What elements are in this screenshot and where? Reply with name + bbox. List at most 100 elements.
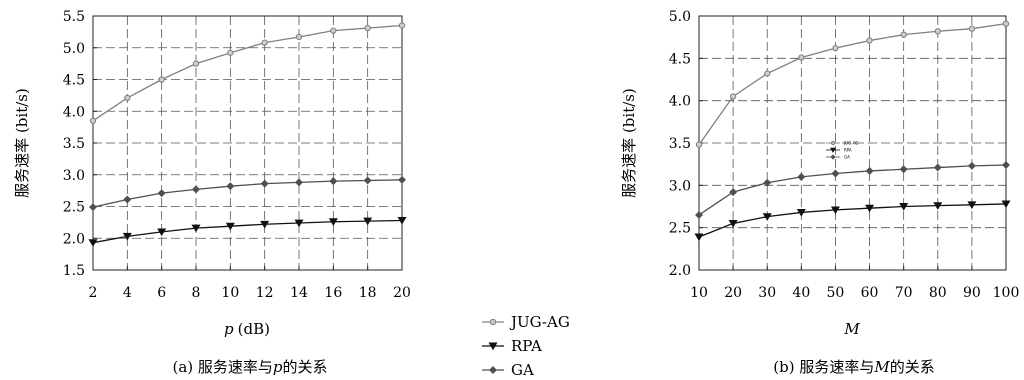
data-point-jug-ag [832, 45, 839, 52]
inset-legend-marker [830, 140, 836, 146]
data-point-ga [398, 175, 406, 184]
y-tick-label: 2.5 [669, 221, 691, 237]
x-tick-label: 14 [290, 285, 308, 301]
data-point-ga [89, 203, 97, 212]
data-point-rpa [796, 208, 806, 217]
x-tick-label: 2 [89, 285, 98, 301]
x-tick-label: 20 [393, 285, 411, 301]
y-axis-label: 服务速率 (bit/s) [620, 88, 638, 198]
data-point-rpa [1001, 200, 1011, 209]
data-point-rpa [328, 218, 338, 226]
data-point-jug-ag [330, 27, 337, 34]
x-tick-label: 40 [792, 285, 810, 301]
x-tick-label: 60 [861, 285, 879, 301]
data-point-rpa [225, 222, 235, 231]
y-tick-label: 4.0 [63, 104, 85, 120]
x-axis-label: M [843, 320, 860, 338]
data-point-jug-ag [158, 76, 165, 83]
x-axis-label: p (dB) [224, 320, 270, 338]
y-tick-label: 5.5 [63, 9, 85, 25]
data-point-jug-ag [227, 49, 234, 56]
data-point-ga [763, 178, 772, 187]
data-point-jug-ag [398, 22, 406, 29]
y-tick-label: 2.5 [63, 200, 85, 216]
data-point-ga [295, 178, 303, 187]
inset-legend-marker [830, 147, 836, 153]
inset-legend-label: RPA [844, 148, 852, 153]
data-point-rpa [122, 232, 132, 241]
series-line-rpa [698, 203, 1007, 238]
data-point-jug-ag [364, 24, 371, 32]
data-point-ga [933, 163, 942, 172]
x-tick-label: 80 [929, 285, 947, 301]
data-point-ga [831, 169, 840, 178]
y-tick-label: 3.5 [63, 136, 85, 152]
x-tick-label: 6 [157, 285, 166, 301]
chart-panel-1: 2 4 6 8 10 12 14 16 18 20 1.5 2.0 2.5 3.0 3.5 4.0 4.5 5.0… [13, 9, 411, 376]
data-point-rpa [694, 233, 704, 242]
y-tick-label: 2.0 [63, 231, 85, 247]
x-tick-label: 16 [324, 285, 342, 301]
data-point-jug-ag [695, 141, 703, 148]
series-line-rpa [92, 219, 403, 244]
data-point-jug-ag [798, 54, 805, 61]
data-point-rpa [967, 201, 977, 210]
caption-variable: p [273, 358, 283, 376]
legend-marker-diamond [489, 366, 497, 374]
y-tick-label: 4.5 [63, 73, 85, 89]
data-point-jug-ag [764, 70, 771, 77]
data-point-jug-ag [866, 37, 873, 44]
data-point-rpa [728, 219, 738, 228]
caption-prefix: (b) 服务速率与 [773, 358, 874, 376]
data-point-rpa [191, 224, 201, 233]
inset-legend-label: GA [844, 155, 850, 160]
x-tick-label: 8 [192, 285, 201, 301]
data-point-ga [329, 177, 338, 186]
x-axis-unit: (dB) [238, 320, 270, 338]
data-point-jug-ag [124, 94, 131, 102]
legend: JUG-AG RPA GA [482, 313, 570, 379]
legend-marker-circle [489, 318, 497, 326]
data-point-rpa [397, 217, 407, 225]
data-point-ga [192, 185, 200, 194]
data-point-jug-ag [261, 39, 268, 46]
y-axis-label: 服务速率 (bit/s) [13, 88, 31, 198]
data-point-jug-ag [89, 117, 97, 124]
data-point-ga [157, 189, 166, 198]
data-point-rpa [294, 219, 304, 228]
x-tick-label: 20 [724, 285, 742, 301]
x-tick-label: 10 [221, 285, 239, 301]
data-point-ga [123, 195, 132, 204]
y-tick-label: 3.0 [63, 168, 85, 184]
data-point-ga [865, 166, 874, 175]
inset-legend: JUG-AG RPA GA [826, 141, 858, 160]
data-point-rpa [363, 217, 373, 226]
y-tick-label: 3.5 [669, 136, 691, 152]
y-tick-label: 5.0 [63, 41, 85, 57]
data-point-jug-ag [900, 31, 907, 38]
x-tick-label: 18 [359, 285, 377, 301]
data-point-ga [363, 176, 372, 185]
y-tick-label: 5.0 [669, 9, 691, 25]
data-point-ga [260, 179, 269, 188]
x-axis-variable: p [224, 320, 234, 338]
legend-marker-triangle-down [488, 342, 498, 351]
data-point-rpa [762, 213, 772, 221]
x-tick-label: 100 [993, 285, 1020, 301]
data-point-ga [226, 182, 235, 191]
data-point-rpa [933, 202, 943, 210]
chart-panel-2: 10 20 30 40 50 60 70 80 90 100 2.0 2.5 3.0 3.5 4.0 4.5 5… [620, 9, 1019, 376]
data-point-rpa [260, 220, 270, 229]
data-point-rpa [830, 206, 840, 215]
data-point-rpa [88, 239, 98, 247]
caption-variable: M [873, 358, 890, 376]
y-tick-label: 2.0 [669, 263, 691, 279]
data-point-jug-ag [192, 60, 200, 67]
x-tick-label: 12 [256, 285, 274, 301]
x-tick-label: 90 [963, 285, 981, 301]
y-tick-label: 1.5 [63, 263, 85, 279]
y-tick-label: 4.0 [669, 94, 691, 110]
series-line-jug-ag [92, 24, 403, 122]
data-point-ga [967, 161, 976, 170]
y-tick-label: 4.5 [669, 51, 691, 67]
